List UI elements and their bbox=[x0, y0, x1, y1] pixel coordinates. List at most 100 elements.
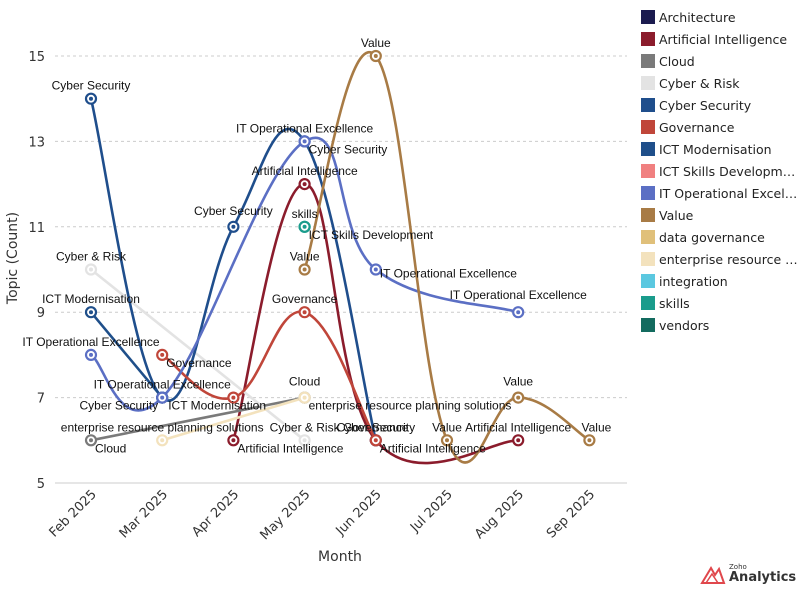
data-point-core bbox=[89, 267, 93, 272]
data-label: Value bbox=[361, 36, 391, 50]
legend-label: Value bbox=[659, 207, 694, 223]
data-point-core bbox=[89, 310, 93, 315]
brand-analytics: Analytics bbox=[729, 570, 797, 585]
legend: Architecture Artificial Intelligence Cloud… bbox=[641, 6, 800, 336]
data-label: ICT Modernisation bbox=[42, 292, 140, 306]
legend-swatch bbox=[641, 32, 655, 46]
series-line-enterprise-resource-planning-solutions[interactable] bbox=[161, 396, 305, 442]
gridlines bbox=[55, 55, 627, 484]
data-point-core bbox=[373, 438, 378, 443]
zoho-analytics-logo: Zoho Analytics bbox=[700, 563, 796, 585]
legend-label: data governance bbox=[659, 229, 765, 245]
series-line-cyber-risk[interactable] bbox=[90, 268, 306, 442]
legend-item-ict-skills-developme[interactable]: ICT Skills Developme... bbox=[641, 160, 800, 182]
x-tick-label: Feb 2025 bbox=[47, 487, 100, 540]
data-label: Governance bbox=[272, 292, 338, 306]
x-tick-label: Mar 2025 bbox=[117, 487, 171, 541]
data-point-core bbox=[231, 438, 236, 443]
legend-label: skills bbox=[659, 295, 690, 311]
data-point-core bbox=[160, 395, 165, 400]
legend-item-it-operational-excell[interactable]: IT Operational Excell... bbox=[641, 182, 800, 204]
legend-swatch bbox=[641, 10, 655, 24]
legend-label: IT Operational Excell... bbox=[659, 185, 799, 201]
data-label: ICT Skills Development bbox=[309, 228, 434, 242]
x-tick-label: Sep 2025 bbox=[544, 487, 598, 541]
data-label: Cyber Security bbox=[79, 399, 158, 413]
legend-label: Architecture bbox=[659, 9, 736, 25]
legend-item-artificial-intelligence[interactable]: Artificial Intelligence bbox=[641, 28, 800, 50]
legend-label: ICT Modernisation bbox=[659, 141, 772, 157]
data-label: Cyber Security bbox=[336, 420, 415, 434]
legend-label: vendors bbox=[659, 317, 710, 333]
data-label: IT Operational Excellence bbox=[94, 378, 232, 392]
y-tick-label: 13 bbox=[28, 135, 45, 150]
x-tick-label: Jul 2025 bbox=[407, 487, 456, 536]
data-point-core bbox=[231, 224, 236, 229]
data-point-core bbox=[302, 310, 307, 315]
legend-label: Governance bbox=[659, 119, 735, 135]
legend-item-enterprise-resource-p[interactable]: enterprise resource p... bbox=[641, 248, 800, 270]
legend-item-integration[interactable]: integration bbox=[641, 270, 800, 292]
legend-label: integration bbox=[659, 273, 728, 289]
legend-swatch bbox=[641, 120, 655, 134]
y-tick-label: 5 bbox=[37, 477, 45, 492]
x-axis-title: Month bbox=[318, 549, 362, 565]
legend-item-architecture[interactable]: Architecture bbox=[641, 6, 800, 28]
data-label: Value bbox=[503, 375, 533, 389]
data-label: Artificial Intelligence bbox=[252, 164, 358, 178]
y-tick-label: 11 bbox=[28, 221, 45, 236]
legend-item-cyber-security[interactable]: Cyber Security bbox=[641, 94, 800, 116]
data-point-core bbox=[516, 395, 521, 400]
x-tick-label: Apr 2025 bbox=[189, 487, 242, 540]
y-tick-label: 9 bbox=[37, 306, 45, 321]
y-axis-title: Topic (Count) bbox=[5, 212, 21, 305]
data-point-core bbox=[373, 54, 378, 58]
data-label: Value bbox=[581, 420, 611, 434]
data-label: Artificial Intelligence bbox=[380, 441, 486, 455]
x-tick-label: Aug 2025 bbox=[472, 487, 527, 542]
data-label: Artificial Intelligence bbox=[465, 420, 571, 434]
data-label: Value bbox=[432, 420, 462, 434]
series-line-cloud[interactable] bbox=[90, 396, 305, 442]
series-line-governance[interactable] bbox=[161, 310, 377, 441]
legend-swatch bbox=[641, 164, 655, 178]
legend-label: ICT Skills Developme... bbox=[659, 163, 799, 179]
legend-swatch bbox=[641, 208, 655, 222]
legend-swatch bbox=[641, 274, 655, 288]
legend-swatch bbox=[641, 296, 655, 310]
data-point-core bbox=[373, 267, 378, 272]
legend-swatch bbox=[641, 230, 655, 244]
data-label: Cyber Security bbox=[194, 204, 273, 218]
data-label: IT Operational Excellence bbox=[380, 267, 518, 281]
data-point-core bbox=[231, 395, 236, 400]
legend-label: Cloud bbox=[659, 53, 695, 69]
data-label: Cyber & Risk bbox=[56, 250, 127, 264]
legend-item-skills[interactable]: skills bbox=[641, 292, 800, 314]
data-label: Cyber & Risk bbox=[270, 420, 341, 434]
data-label: enterprise resource planning solutions bbox=[61, 420, 264, 434]
legend-swatch bbox=[641, 252, 655, 266]
legend-item-governance[interactable]: Governance bbox=[641, 116, 800, 138]
x-tick-label: May 2025 bbox=[258, 487, 314, 543]
legend-item-data-governance[interactable]: data governance bbox=[641, 226, 800, 248]
legend-item-ict-modernisation[interactable]: ICT Modernisation bbox=[641, 138, 800, 160]
legend-item-cloud[interactable]: Cloud bbox=[641, 50, 800, 72]
legend-item-vendors[interactable]: vendors bbox=[641, 314, 800, 336]
legend-item-cyber-risk[interactable]: Cyber & Risk bbox=[641, 72, 800, 94]
series-line-artificial-intelligence[interactable] bbox=[232, 182, 519, 465]
data-point-core bbox=[160, 438, 165, 443]
data-labels: Artificial Intelligence Artificial Intell… bbox=[22, 36, 611, 455]
series-line-ict-modernisation[interactable] bbox=[90, 311, 164, 399]
data-label: Governance bbox=[343, 420, 409, 434]
data-label: Cyber Security bbox=[309, 142, 388, 156]
legend-label: Cyber & Risk bbox=[659, 75, 740, 91]
data-label: Cloud bbox=[289, 375, 320, 389]
legend-item-value[interactable]: Value bbox=[641, 204, 800, 226]
data-label: IT Operational Excellence bbox=[450, 288, 588, 302]
legend-swatch bbox=[641, 142, 655, 156]
data-point-core bbox=[516, 310, 521, 315]
data-point-core bbox=[302, 139, 307, 144]
data-point-core bbox=[160, 352, 165, 357]
legend-swatch bbox=[641, 318, 655, 332]
